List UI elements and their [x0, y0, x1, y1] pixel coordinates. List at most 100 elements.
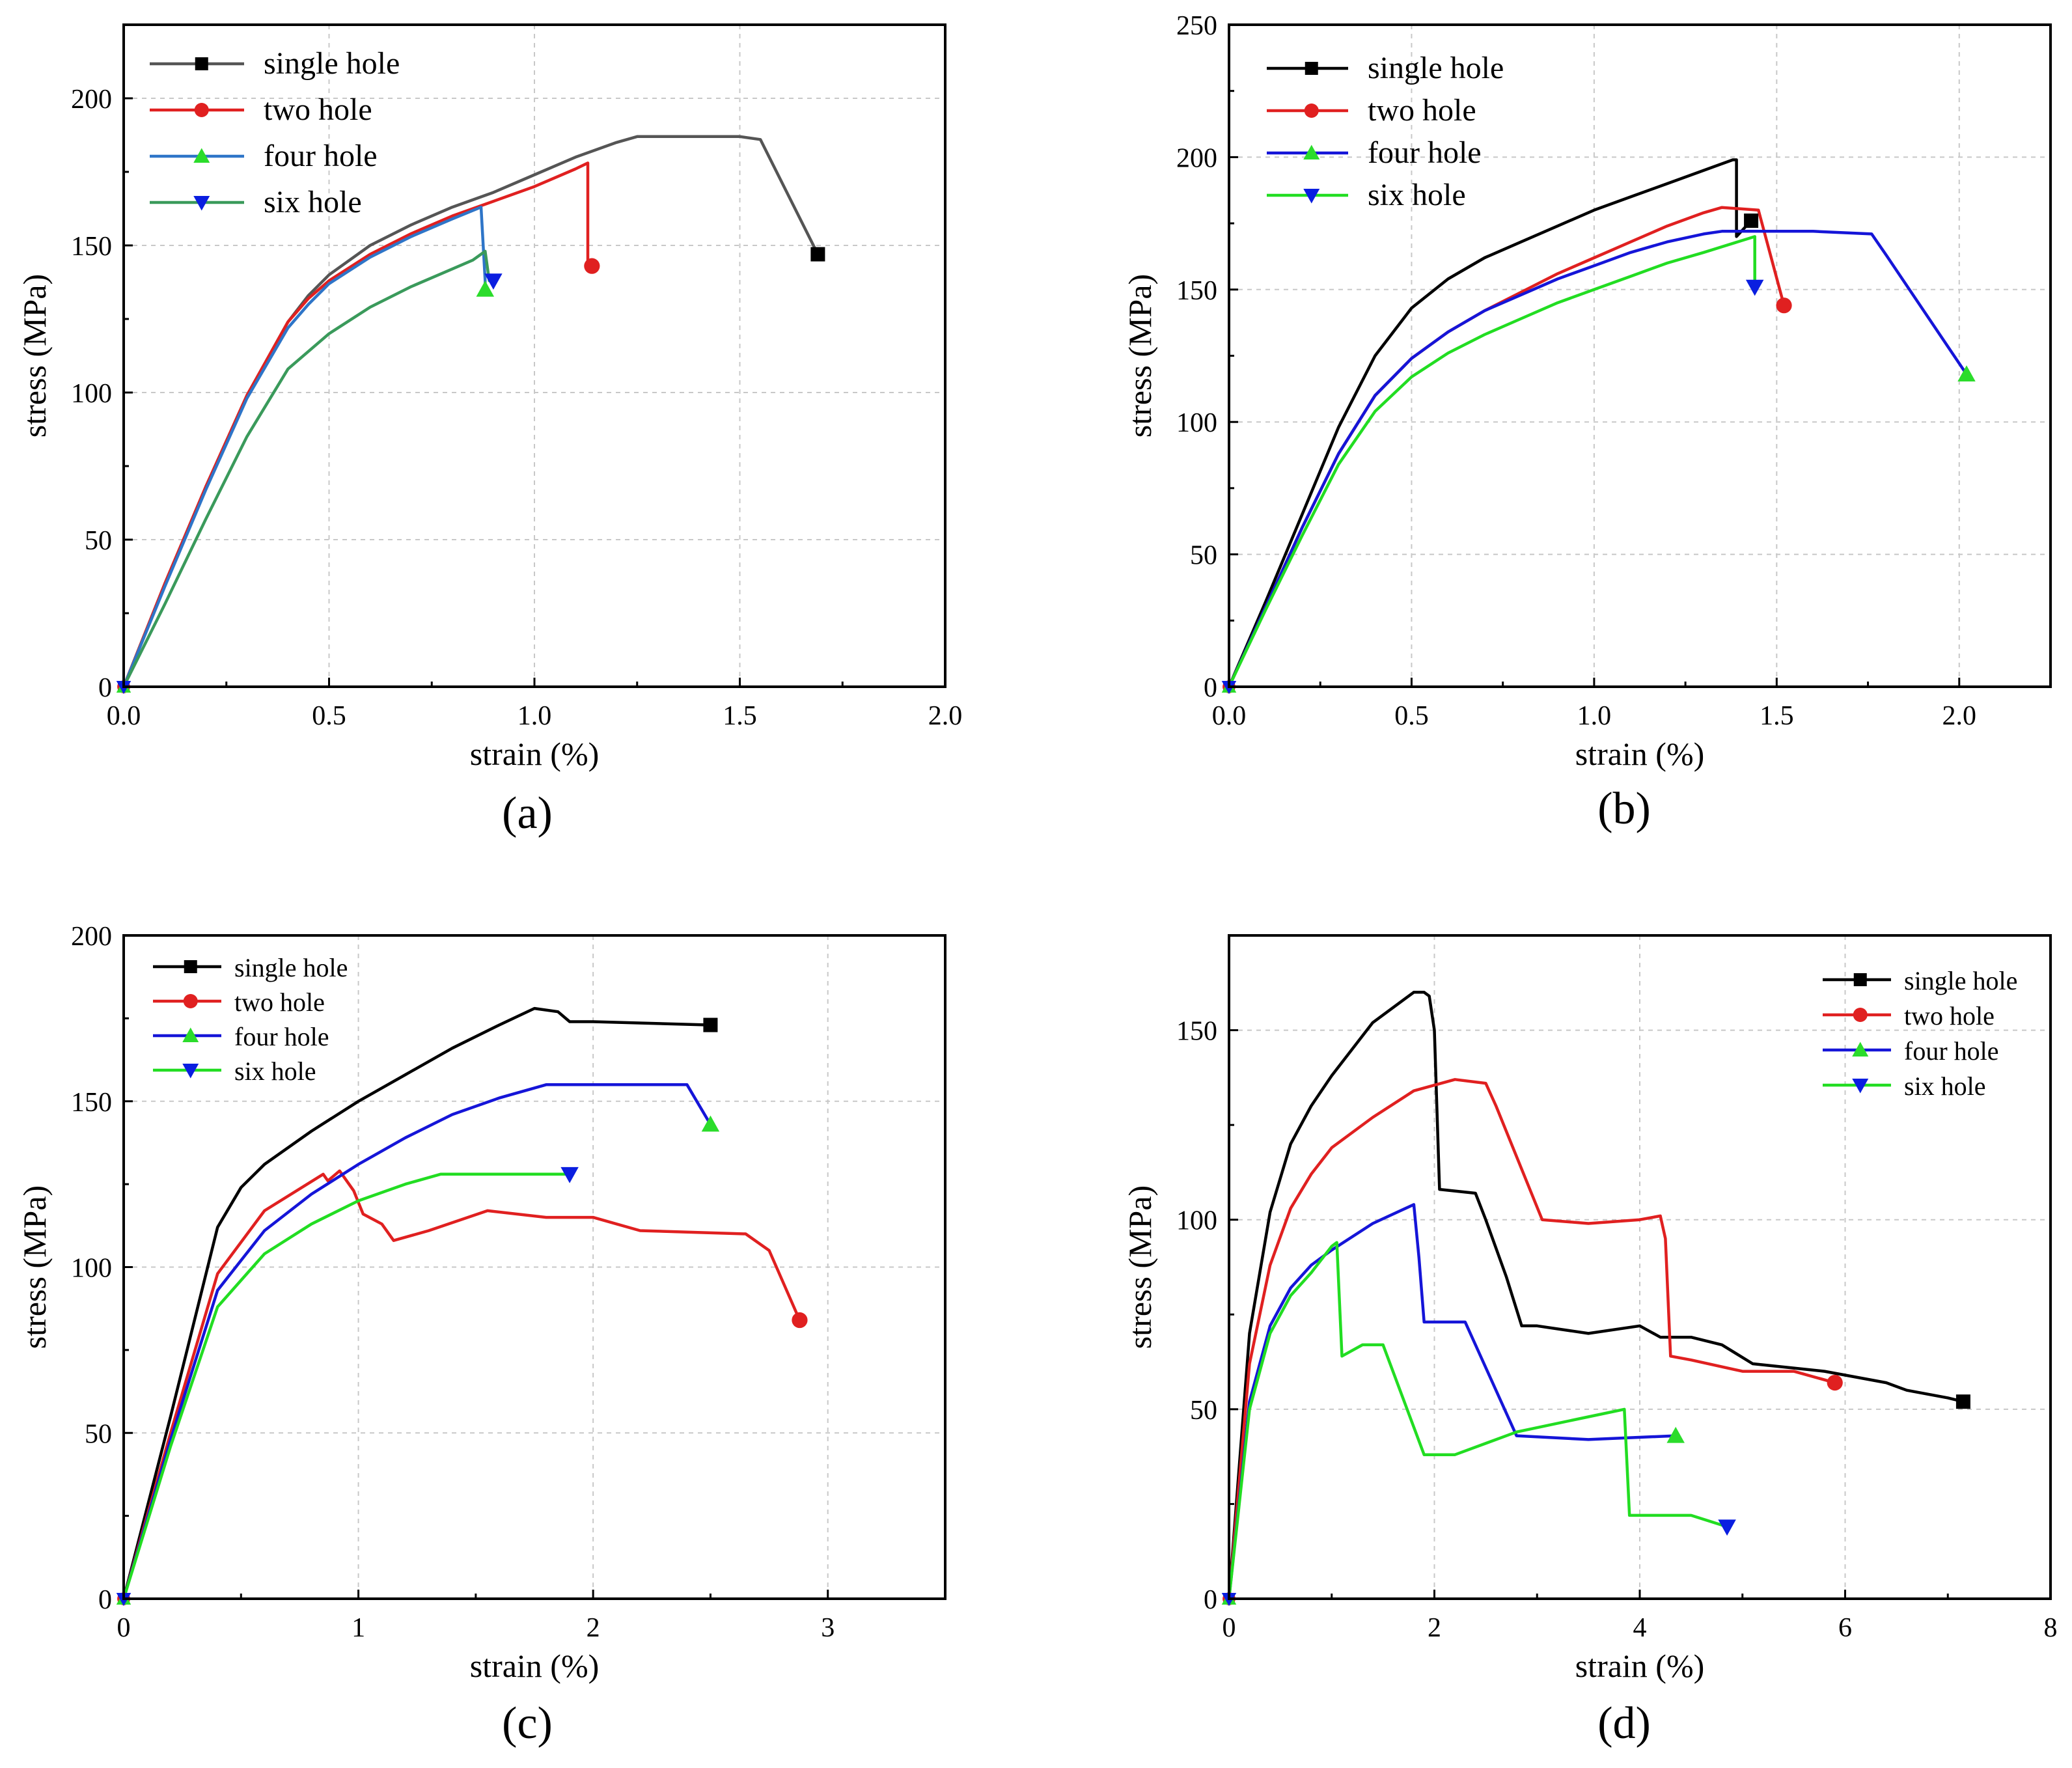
legend: single hole two hole four hole six hole — [1267, 51, 1504, 212]
x-tick-label: 1.0 — [1577, 701, 1612, 731]
legend-marker — [195, 57, 208, 70]
y-tick-label: 100 — [71, 1254, 112, 1284]
y-tick-label: 150 — [1176, 1017, 1217, 1047]
legend-label: single hole — [1904, 966, 2017, 995]
legend-item: two hole — [150, 92, 372, 127]
legend-marker — [1853, 1008, 1868, 1022]
x-tick-label: 0 — [117, 1613, 131, 1643]
x-axis-label: strain (%) — [470, 1648, 600, 1684]
legend-label: four hole — [1904, 1036, 1999, 1066]
panel-d: 0 2 4 6 8 0 50 100 150 strain (%) stress (MPa) (d) s… — [1122, 934, 2058, 1748]
panel-label: (b) — [1597, 784, 1651, 834]
series-end-marker — [560, 1167, 579, 1183]
x-tick-label: 0.0 — [1212, 701, 1247, 731]
legend-marker — [1305, 62, 1318, 75]
series-end-marker — [476, 281, 495, 297]
legend-item: four hole — [1267, 135, 1482, 170]
x-tick-label: 1.5 — [723, 701, 757, 731]
legend-item: four hole — [150, 139, 378, 173]
series-end-marker — [1776, 297, 1792, 314]
legend-marker — [182, 1027, 199, 1042]
legend-marker — [193, 148, 210, 163]
legend-marker — [182, 1064, 199, 1079]
legend-item: six hole — [150, 185, 362, 219]
series-end-marker — [701, 1115, 720, 1132]
y-tick-label: 0 — [98, 1585, 112, 1615]
series-end-marker — [703, 1017, 718, 1032]
series-line-two-hole — [1227, 1078, 1836, 1601]
grid-lines — [124, 25, 945, 687]
legend-marker — [1303, 189, 1320, 204]
grid-lines — [1229, 25, 2051, 687]
legend-marker — [1304, 104, 1319, 118]
legend-item: two hole — [1823, 1001, 1995, 1030]
series-end-marker — [1744, 214, 1759, 228]
legend-label: six hole — [1368, 178, 1466, 212]
y-tick-label: 0 — [98, 673, 112, 703]
legend-label: two hole — [234, 988, 325, 1017]
panel-label: (d) — [1597, 1698, 1651, 1748]
legend-item: single hole — [1823, 966, 2017, 995]
series-end-marker — [1955, 1394, 1970, 1409]
y-tick-label: 50 — [85, 1419, 112, 1449]
legend-label: single hole — [234, 953, 348, 982]
y-tick-label: 150 — [71, 232, 112, 262]
series-end-marker — [1827, 1374, 1843, 1391]
series-end-marker — [1666, 1426, 1685, 1443]
x-tick-label: 8 — [2044, 1613, 2058, 1643]
legend-item: single hole — [1267, 51, 1504, 85]
series-line-single-hole — [122, 1006, 712, 1601]
legend-marker — [1853, 973, 1867, 986]
legend-item: two hole — [153, 988, 325, 1017]
series-line-six-hole — [122, 1172, 572, 1601]
legend-label: four hole — [234, 1022, 329, 1051]
y-tick-label: 100 — [71, 379, 112, 409]
axis-ticks: 0 1 2 3 0 50 100 150 200 — [71, 922, 835, 1643]
x-tick-label: 0.5 — [1394, 701, 1429, 731]
x-tick-label: 6 — [1838, 1613, 1852, 1643]
legend-label: two hole — [1904, 1001, 1995, 1030]
legend: single hole two hole four hole six hole — [153, 953, 348, 1086]
y-tick-label: 50 — [1190, 541, 1217, 571]
series-end-marker — [584, 258, 600, 274]
panel-label: (a) — [502, 788, 553, 838]
y-tick-label: 200 — [71, 922, 112, 952]
legend-marker — [193, 196, 210, 211]
x-tick-label: 0.0 — [107, 701, 141, 731]
x-tick-label: 3 — [821, 1613, 835, 1643]
legend-label: six hole — [1904, 1071, 1986, 1101]
series-line-single-hole — [1227, 158, 1753, 689]
series-line-four-hole — [1227, 1203, 1678, 1601]
x-tick-label: 1 — [352, 1613, 365, 1643]
series-line-four-hole — [122, 205, 487, 689]
series-line-six-hole — [1227, 235, 1756, 689]
x-tick-label: 4 — [1633, 1613, 1647, 1643]
axis-ticks: 0.0 0.5 1.0 1.5 2.0 0 50 100 150 200 250 — [1176, 11, 1976, 731]
legend-item: four hole — [153, 1022, 329, 1051]
y-tick-label: 100 — [1176, 408, 1217, 438]
x-tick-label: 2.0 — [1942, 701, 1977, 731]
legend-label: six hole — [234, 1057, 316, 1086]
series-line-four-hole — [1227, 230, 1968, 689]
legend-item: six hole — [1823, 1071, 1986, 1101]
legend-label: four hole — [1368, 135, 1482, 170]
legend-item: single hole — [153, 953, 348, 982]
y-tick-label: 50 — [1190, 1396, 1217, 1426]
y-axis-label: stress (MPa) — [1122, 1185, 1158, 1349]
legend-item: six hole — [1267, 178, 1466, 212]
series-end-marker — [792, 1312, 808, 1329]
legend-item: two hole — [1267, 93, 1476, 128]
legend-marker — [194, 103, 209, 117]
x-tick-label: 0.5 — [312, 701, 346, 731]
x-tick-label: 2.0 — [928, 701, 963, 731]
legend-marker — [1852, 1079, 1869, 1094]
panel-b: 0.0 0.5 1.0 1.5 2.0 0 50 100 150 200 250 strain (%)… — [1122, 11, 2052, 834]
legend-marker — [1303, 145, 1320, 159]
legend-label: four hole — [264, 139, 378, 173]
axis-ticks: 0.0 0.5 1.0 1.5 2.0 0 50 100 150 200 — [71, 85, 962, 731]
legend-marker — [1852, 1042, 1869, 1057]
panel-label: (c) — [502, 1698, 553, 1748]
legend-item: single hole — [150, 46, 400, 81]
x-axis-label: strain (%) — [1575, 1648, 1705, 1684]
series-line-single-hole — [1227, 991, 1965, 1601]
